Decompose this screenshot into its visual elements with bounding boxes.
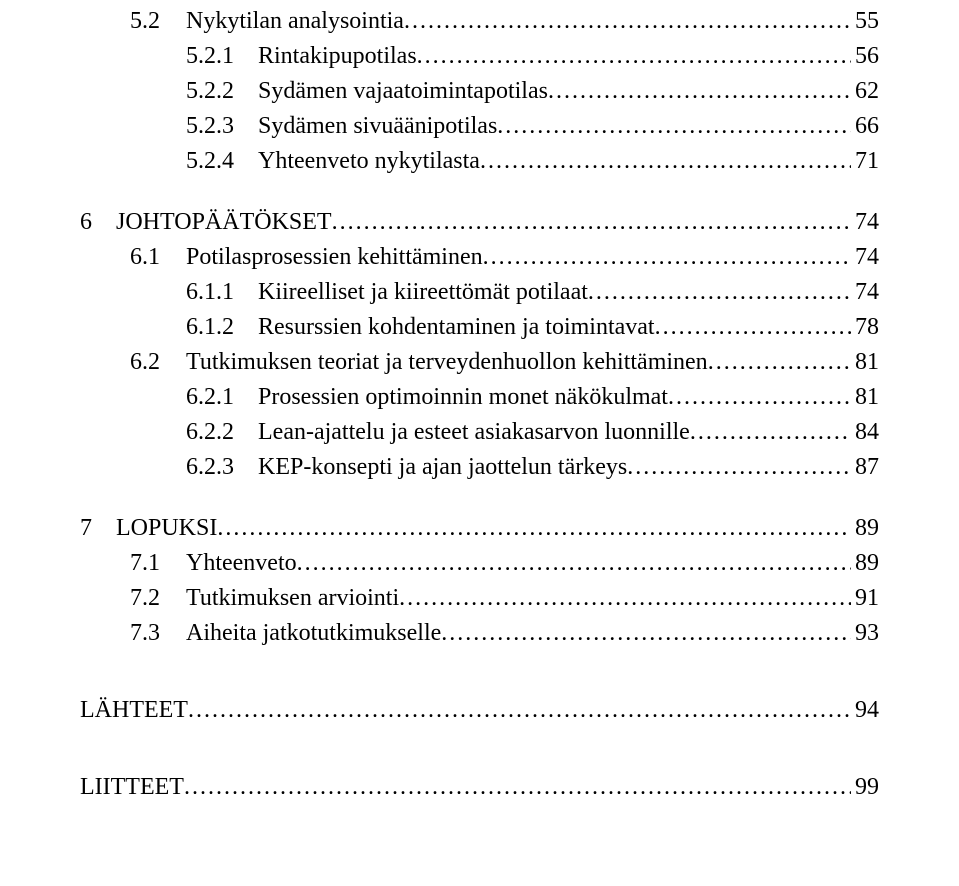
toc-page-number: 87 [851, 454, 879, 481]
toc-entry: 7.1Yhteenveto 89 [80, 550, 879, 577]
toc-leader [655, 314, 851, 341]
toc-page-number: 56 [851, 43, 879, 70]
toc-leader [217, 515, 851, 542]
toc-entry: 6.1Potilasprosessien kehittäminen 74 [80, 244, 879, 271]
toc-entry: LÄHTEET 94 [80, 697, 879, 724]
toc-label: 7.2Tutkimuksen arviointi [130, 585, 399, 612]
toc-page-number: 62 [851, 78, 879, 105]
toc-label: 7.1Yhteenveto [130, 550, 297, 577]
toc-leader [184, 774, 851, 801]
toc-entry: 7LOPUKSI 89 [80, 515, 879, 542]
toc-label: 7LOPUKSI [80, 515, 217, 542]
toc-entry: 6.2.2Lean-ajattelu ja esteet asiakasarvo… [80, 419, 879, 446]
toc-label: 5.2.2Sydämen vajaatoimintapotilas [186, 78, 548, 105]
toc-page-number: 84 [851, 419, 879, 446]
toc-leader [483, 244, 851, 271]
toc-label: 6JOHTOPÄÄTÖKSET [80, 209, 332, 236]
toc-page-number: 94 [851, 697, 879, 724]
toc-leader [332, 209, 851, 236]
toc-page-number: 81 [851, 349, 879, 376]
toc-page-number: 71 [851, 148, 879, 175]
toc-page: 5.2Nykytilan analysointia 55 5.2.1Rintak… [0, 8, 959, 849]
toc-page-number: 74 [851, 279, 879, 306]
toc-leader [441, 620, 851, 647]
toc-label: 6.2.2Lean-ajattelu ja esteet asiakasarvo… [186, 419, 690, 446]
toc-entry: 7.3Aiheita jatkotutkimukselle 93 [80, 620, 879, 647]
toc-page-number: 89 [851, 515, 879, 542]
toc-leader [548, 78, 851, 105]
toc-label: 5.2.1Rintakipupotilas [186, 43, 417, 70]
toc-leader [627, 454, 851, 481]
toc-page-number: 91 [851, 585, 879, 612]
toc-entry: 5.2.1Rintakipupotilas 56 [80, 43, 879, 70]
toc-entry: 5.2.2Sydämen vajaatoimintapotilas 62 [80, 78, 879, 105]
toc-leader [188, 697, 851, 724]
toc-leader [708, 349, 851, 376]
toc-entry: 6JOHTOPÄÄTÖKSET 74 [80, 209, 879, 236]
toc-page-number: 55 [851, 8, 879, 35]
toc-page-number: 74 [851, 244, 879, 271]
toc-page-number: 78 [851, 314, 879, 341]
toc-leader [399, 585, 851, 612]
toc-entry: 6.2.1Prosessien optimoinnin monet näköku… [80, 384, 879, 411]
toc-label: 6.1.1Kiireelliset ja kiireettömät potila… [186, 279, 588, 306]
toc-label: 6.1.2Resurssien kohdentaminen ja toimint… [186, 314, 655, 341]
toc-entry: 6.2.3KEP-konsepti ja ajan jaottelun tärk… [80, 454, 879, 481]
toc-page-number: 81 [851, 384, 879, 411]
toc-entry: 5.2.4Yhteenveto nykytilasta 71 [80, 148, 879, 175]
toc-label: 7.3Aiheita jatkotutkimukselle [130, 620, 441, 647]
toc-leader [668, 384, 851, 411]
toc-page-number: 89 [851, 550, 879, 577]
toc-page-number: 74 [851, 209, 879, 236]
toc-label: 6.2.3KEP-konsepti ja ajan jaottelun tärk… [186, 454, 627, 481]
toc-entry: 5.2Nykytilan analysointia 55 [80, 8, 879, 35]
toc-page-number: 66 [851, 113, 879, 140]
toc-label: 5.2.3Sydämen sivuäänipotilas [186, 113, 497, 140]
toc-leader [297, 550, 851, 577]
toc-label: 5.2Nykytilan analysointia [130, 8, 404, 35]
toc-page-number: 99 [851, 774, 879, 801]
toc-leader [690, 419, 851, 446]
toc-entry: LIITTEET 99 [80, 774, 879, 801]
toc-leader [404, 8, 851, 35]
toc-label: 6.1Potilasprosessien kehittäminen [130, 244, 483, 271]
toc-leader [588, 279, 851, 306]
toc-label: 5.2.4Yhteenveto nykytilasta [186, 148, 480, 175]
toc-label: 6.2.1Prosessien optimoinnin monet näköku… [186, 384, 668, 411]
toc-label: 6.2Tutkimuksen teoriat ja terveydenhuoll… [130, 349, 708, 376]
toc-entry: 6.2Tutkimuksen teoriat ja terveydenhuoll… [80, 349, 879, 376]
toc-leader [480, 148, 851, 175]
toc-leader [497, 113, 851, 140]
toc-label: LÄHTEET [80, 697, 188, 724]
toc-label: LIITTEET [80, 774, 184, 801]
toc-entry: 6.1.2Resurssien kohdentaminen ja toimint… [80, 314, 879, 341]
toc-page-number: 93 [851, 620, 879, 647]
toc-entry: 5.2.3Sydämen sivuäänipotilas 66 [80, 113, 879, 140]
toc-entry: 6.1.1Kiireelliset ja kiireettömät potila… [80, 279, 879, 306]
toc-entry: 7.2Tutkimuksen arviointi 91 [80, 585, 879, 612]
toc-leader [417, 43, 851, 70]
